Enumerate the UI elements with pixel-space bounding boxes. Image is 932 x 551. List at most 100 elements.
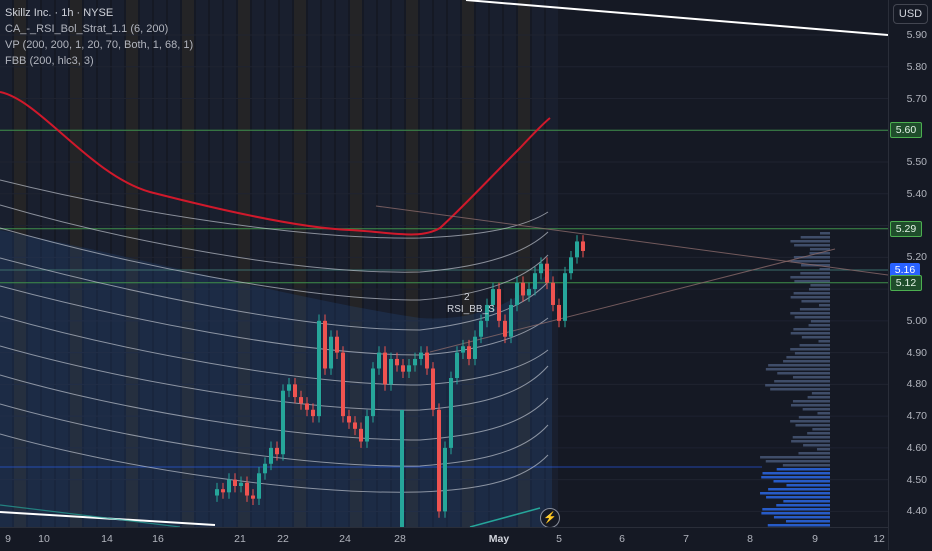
volume-profile-bar bbox=[818, 340, 830, 343]
time-tick: 9 bbox=[5, 533, 11, 545]
volume-profile-bar bbox=[820, 232, 830, 235]
candle-body bbox=[329, 336, 333, 369]
volume-profile-bar bbox=[799, 344, 830, 347]
currency-button[interactable]: USD bbox=[893, 4, 928, 24]
volume-profile-bar bbox=[819, 268, 830, 271]
volume-profile-bar bbox=[768, 364, 830, 367]
session-stripe bbox=[420, 0, 432, 527]
time-tick: 8 bbox=[747, 533, 753, 545]
indicator-volume-profile[interactable]: VP (200, 200, 1, 20, 70, Both, 1, 68, 1) bbox=[5, 39, 194, 51]
diagonal-line bbox=[429, 248, 836, 353]
candle-body bbox=[485, 304, 489, 321]
price-chart[interactable] bbox=[0, 0, 888, 527]
volume-profile-bar bbox=[773, 516, 830, 519]
session-stripe bbox=[546, 0, 558, 527]
volume-profile-bar bbox=[792, 400, 830, 403]
price-tick: 5.20 bbox=[906, 251, 927, 264]
volume-profile-bar bbox=[790, 404, 830, 407]
candle-body bbox=[359, 428, 363, 442]
flash-icon[interactable]: ⚡ bbox=[540, 508, 560, 527]
price-tick: 5.50 bbox=[906, 156, 927, 169]
candle-body bbox=[299, 397, 303, 404]
time-tick: May bbox=[488, 533, 510, 545]
candle-body bbox=[569, 257, 573, 274]
bollinger-band-line bbox=[0, 179, 549, 239]
session-stripe bbox=[140, 0, 152, 527]
chart-area[interactable]: Skillz Inc. · 1h · NYSE CA_-_RSI_Bol_Str… bbox=[0, 0, 888, 527]
volume-profile-bar bbox=[801, 300, 830, 303]
candle-body bbox=[377, 352, 381, 369]
session-stripe bbox=[196, 0, 208, 527]
volume-profile-bar bbox=[795, 424, 830, 427]
bollinger-band-line bbox=[0, 204, 549, 273]
candle-body bbox=[509, 304, 513, 337]
volume-profile-bar bbox=[790, 420, 830, 423]
teal-line bbox=[469, 507, 541, 527]
candle-body bbox=[275, 447, 279, 455]
price-badge: 5.16 bbox=[890, 263, 920, 278]
candle-body bbox=[497, 289, 501, 321]
candle-body bbox=[383, 352, 387, 385]
price-tick: 4.80 bbox=[906, 378, 927, 391]
band-fill bbox=[0, 230, 552, 527]
candle-body bbox=[479, 320, 483, 337]
candle-body bbox=[401, 365, 405, 372]
volume-profile-bar bbox=[800, 272, 830, 275]
signal-count-label: 2 bbox=[464, 292, 470, 303]
candle-body bbox=[221, 489, 225, 493]
price-tick: 5.40 bbox=[906, 187, 927, 200]
candle-body bbox=[335, 336, 339, 353]
candle-body bbox=[317, 320, 321, 417]
volume-profile-bar bbox=[785, 520, 830, 523]
session-stripe bbox=[28, 0, 40, 527]
volume-profile-bar bbox=[794, 280, 830, 283]
bollinger-band-line bbox=[0, 257, 549, 331]
candle-body bbox=[233, 479, 237, 486]
volume-profile-bar bbox=[782, 464, 830, 467]
volume-profile-bar bbox=[818, 304, 830, 307]
indicator-rsi-bol[interactable]: CA_-_RSI_Bol_Strat_1.1 (6, 200) bbox=[5, 23, 169, 35]
volume-profile-bar bbox=[798, 452, 830, 455]
volume-profile-bar bbox=[808, 324, 830, 327]
candle-body bbox=[257, 473, 261, 499]
candle-body bbox=[413, 358, 417, 366]
candle-body bbox=[515, 282, 519, 305]
price-tick: 4.90 bbox=[906, 346, 927, 359]
volume-profile-bar bbox=[802, 408, 830, 411]
volume-profile-bar bbox=[792, 436, 830, 439]
volume-profile-bar bbox=[807, 396, 830, 399]
candle-body bbox=[341, 352, 345, 417]
price-tick: 5.80 bbox=[906, 60, 927, 73]
candle-body bbox=[449, 378, 453, 448]
diagonal-line bbox=[375, 205, 888, 276]
time-axis[interactable]: 9 10 14 16 21 22 24 28 May 5 6 7 8 9 12 bbox=[0, 527, 888, 551]
symbol-title[interactable]: Skillz Inc. · 1h · NYSE bbox=[5, 7, 114, 19]
time-tick: 12 bbox=[873, 533, 885, 545]
price-tick: 4.40 bbox=[906, 505, 927, 518]
candle-body bbox=[443, 447, 447, 512]
indicator-fbb[interactable]: FBB (200, hlc3, 3) bbox=[5, 55, 94, 67]
time-tick: 16 bbox=[152, 533, 164, 545]
volume-profile-bar bbox=[809, 288, 830, 291]
session-stripe bbox=[168, 0, 180, 527]
volume-profile-bar bbox=[807, 432, 830, 435]
volume-profile-bar bbox=[793, 256, 830, 259]
time-tick: 28 bbox=[394, 533, 406, 545]
candle-body bbox=[455, 352, 459, 379]
volume-profile-bar bbox=[794, 352, 830, 355]
volume-profile-bar bbox=[770, 388, 830, 391]
session-stripe bbox=[252, 0, 264, 527]
volume-profile-bar bbox=[790, 240, 830, 243]
volume-profile-bar bbox=[774, 380, 830, 383]
volume-profile-bar bbox=[786, 356, 830, 359]
trend-line-top bbox=[465, 0, 888, 36]
volume-profile-bar bbox=[765, 368, 830, 371]
volume-profile-bar bbox=[762, 472, 830, 475]
candle-body bbox=[581, 241, 585, 251]
candle-body bbox=[527, 289, 531, 296]
volume-profile-bar bbox=[790, 348, 830, 351]
candle-body bbox=[563, 273, 567, 321]
candle-body bbox=[395, 358, 399, 366]
candle-body bbox=[245, 482, 249, 496]
candle-body bbox=[461, 346, 465, 353]
